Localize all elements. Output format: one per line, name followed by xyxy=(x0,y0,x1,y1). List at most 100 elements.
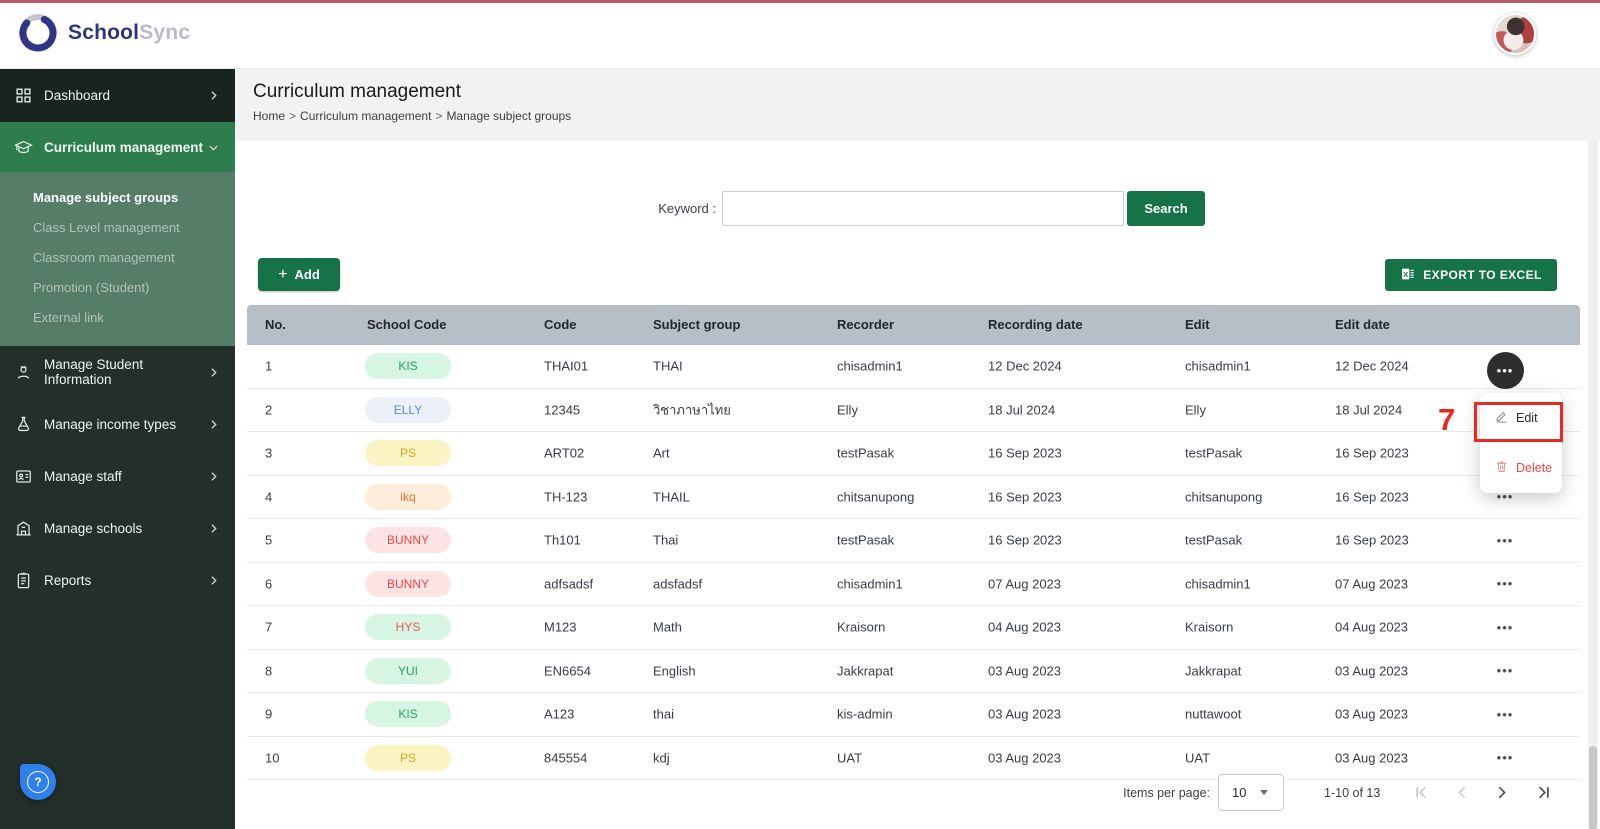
row-more-actions-icon[interactable] xyxy=(1485,743,1525,773)
menu-item-edit[interactable]: Edit xyxy=(1480,393,1562,443)
cell-recorder: UAT xyxy=(837,750,863,766)
sidebar-item-label: Reports xyxy=(44,572,92,588)
table-row: KIS 1 THAI01 THAI chisadmin1 12 Dec 2024 chisa… xyxy=(247,345,1580,389)
sidebar-item-manage-subject-groups[interactable]: Manage subject groups xyxy=(0,182,235,212)
cell-recording_date: 16 Sep 2023 xyxy=(988,489,1062,505)
column-header-recdate: Recording date xyxy=(988,317,1083,332)
sidebar-item-manage-staff[interactable]: Manage staff xyxy=(0,450,235,502)
next-page-button[interactable] xyxy=(1488,781,1514,807)
question-mark-icon: ? xyxy=(27,771,49,793)
sidebar-item-curriculum-management[interactable]: Curriculum management xyxy=(0,122,235,172)
chevron-right-icon xyxy=(206,521,221,536)
student-icon xyxy=(14,363,33,382)
cell-edit_date: 03 Aug 2023 xyxy=(1335,750,1409,766)
previous-page-button[interactable] xyxy=(1449,781,1475,807)
id-card-icon xyxy=(14,467,33,486)
chevron-right-icon xyxy=(206,469,221,484)
row-more-actions-icon[interactable] xyxy=(1485,612,1525,642)
school-code-badge: BUNNY xyxy=(365,570,451,597)
sidebar-item-reports[interactable]: Reports xyxy=(0,554,235,606)
column-header-code: Code xyxy=(544,317,577,332)
school-code-badge: ikq xyxy=(365,483,451,510)
sidebar-item-class-level-management[interactable]: Class Level management xyxy=(0,212,235,242)
cell-code: EN6654 xyxy=(544,663,591,679)
cell-recorder: kis-admin xyxy=(837,706,893,722)
cell-recording_date: 16 Sep 2023 xyxy=(988,532,1062,548)
cell-code: 12345 xyxy=(544,402,581,418)
sidebar-item-label: Manage income types xyxy=(44,416,177,432)
first-page-button[interactable] xyxy=(1408,781,1434,807)
cell-subject: THAIL xyxy=(653,489,690,505)
help-button[interactable]: ? xyxy=(20,764,56,800)
cell-no: 9 xyxy=(265,706,273,722)
keyword-input[interactable] xyxy=(722,191,1124,226)
row-more-actions-icon[interactable] xyxy=(1485,699,1525,729)
top-bar: SchoolSync xyxy=(0,0,1600,69)
user-avatar[interactable] xyxy=(1494,13,1536,55)
table-row: PS 3 ART02 Art testPasak 16 Sep 2023 testPasak… xyxy=(247,432,1580,476)
page-size-select[interactable]: 10 xyxy=(1218,774,1284,811)
cell-recorder: chitsanupong xyxy=(837,489,915,505)
subject-groups-table: No. School Code Code Subject group Recorder R… xyxy=(247,305,1580,780)
plus-icon: + xyxy=(278,265,288,283)
last-page-button[interactable] xyxy=(1530,781,1556,807)
row-more-actions-icon[interactable] xyxy=(1486,351,1524,389)
sidebar-item-label: Manage schools xyxy=(44,520,143,536)
sidebar-item-label: Promotion (Student) xyxy=(33,279,150,295)
column-header-recorder: Recorder xyxy=(837,317,895,332)
breadcrumb-item[interactable]: Curriculum management xyxy=(300,109,432,123)
cell-code: 845554 xyxy=(544,750,588,766)
brand-logo[interactable]: SchoolSync xyxy=(16,11,190,55)
cell-edit_date: 03 Aug 2023 xyxy=(1335,706,1409,722)
school-code-badge: PS xyxy=(365,440,451,467)
sidebar-item-manage-income-types[interactable]: Manage income types xyxy=(0,398,235,450)
cell-recording_date: 18 Jul 2024 xyxy=(988,402,1056,418)
grid-icon xyxy=(14,86,33,105)
row-more-actions-icon[interactable] xyxy=(1485,525,1525,555)
table-row: YUI 8 EN6654 English Jakkrapat 03 Aug 2023 Jak… xyxy=(247,649,1580,693)
sidebar-item-classroom-management[interactable]: Classroom management xyxy=(0,242,235,272)
sidebar-item-dashboard[interactable]: Dashboard xyxy=(0,68,235,122)
cell-subject: Art xyxy=(653,445,670,461)
breadcrumb-item[interactable]: Home xyxy=(253,109,286,123)
row-more-actions-icon[interactable] xyxy=(1485,569,1525,599)
top-accent-stripe xyxy=(0,0,1600,3)
column-header-editdate: Edit date xyxy=(1335,317,1390,332)
export-to-excel-button[interactable]: X EXPORT TO EXCEL xyxy=(1385,259,1557,291)
cell-recording_date: 16 Sep 2023 xyxy=(988,445,1062,461)
cell-subject: วิชาภาษาไทย xyxy=(653,402,731,418)
sidebar-item-manage-schools[interactable]: Manage schools xyxy=(0,502,235,554)
scrollbar-thumb[interactable] xyxy=(1589,746,1597,829)
sidebar-item-promotion-student[interactable]: Promotion (Student) xyxy=(0,272,235,302)
cell-code: THAI01 xyxy=(544,358,589,374)
table-row: ELLY 2 12345 วิชาภาษาไทย Elly 18 Jul 2024 Elly… xyxy=(247,388,1580,432)
chevron-right-icon xyxy=(206,573,221,588)
row-more-actions-icon[interactable] xyxy=(1485,656,1525,686)
sidebar-submenu: Manage subject groups Class Level managem… xyxy=(0,172,235,346)
sidebar-item-manage-student-information[interactable]: Manage Student Information xyxy=(0,346,235,398)
add-button[interactable]: + Add xyxy=(258,258,340,291)
cell-code: adfsadsf xyxy=(544,576,594,592)
cell-no: 10 xyxy=(265,750,280,766)
school-code-badge: KIS xyxy=(365,353,451,380)
annotation-highlight-box xyxy=(1474,402,1563,442)
chevron-down-icon xyxy=(206,140,221,155)
sidebar-item-label: Dashboard xyxy=(44,87,111,103)
chevron-right-icon xyxy=(206,417,221,432)
chevron-down-icon xyxy=(1260,790,1269,795)
sidebar-item-label: External link xyxy=(33,309,104,325)
cell-edit_date: 03 Aug 2023 xyxy=(1335,663,1409,679)
search-button[interactable]: Search xyxy=(1127,191,1205,226)
cell-recording_date: 03 Aug 2023 xyxy=(988,750,1062,766)
table-row: BUNNY 5 Th101 Thai testPasak 16 Sep 2023 testP… xyxy=(247,519,1580,563)
actions-cell xyxy=(1463,345,1547,389)
sidebar-item-external-link[interactable]: External link xyxy=(0,302,235,332)
cell-editor: chitsanupong xyxy=(1185,489,1263,505)
cell-recording_date: 03 Aug 2023 xyxy=(988,706,1062,722)
column-header-school: School Code xyxy=(367,317,447,332)
menu-item-delete[interactable]: Delete xyxy=(1480,443,1562,493)
cell-no: 8 xyxy=(265,663,273,679)
cell-subject: English xyxy=(653,663,696,679)
cell-code: ART02 xyxy=(544,445,585,461)
